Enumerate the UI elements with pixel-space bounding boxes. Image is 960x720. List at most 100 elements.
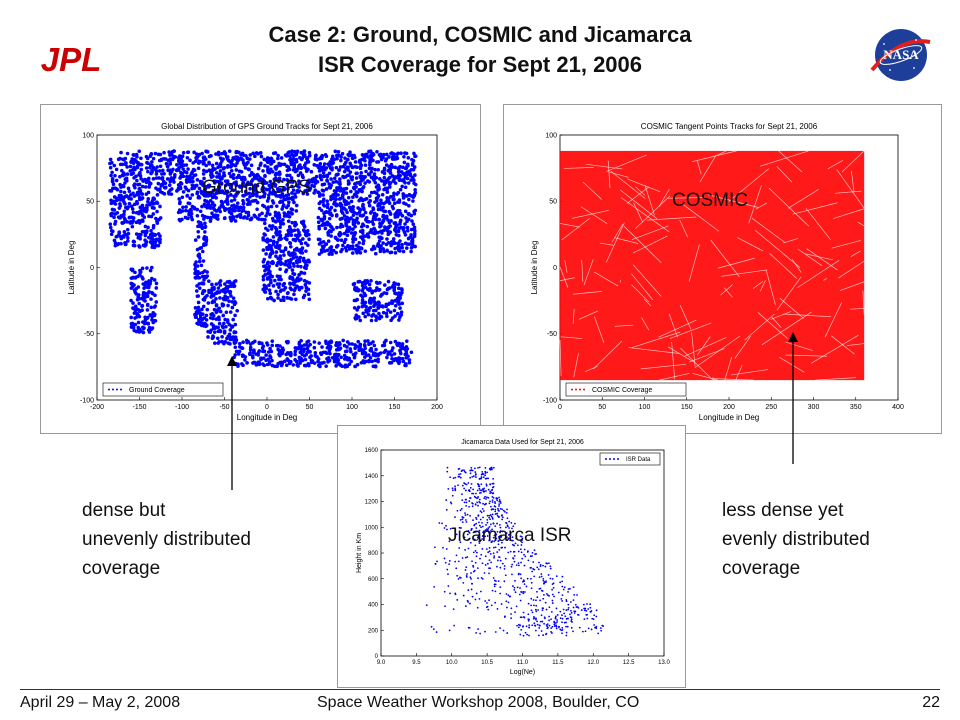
data-point	[480, 477, 483, 479]
data-point	[373, 217, 378, 222]
data-point	[357, 279, 362, 284]
data-point	[357, 198, 361, 203]
data-point	[530, 609, 533, 612]
data-point	[271, 242, 276, 247]
data-point	[549, 565, 552, 568]
data-point	[218, 296, 222, 300]
data-point	[206, 205, 211, 210]
data-point	[282, 162, 287, 167]
data-point	[290, 191, 294, 195]
data-point	[228, 337, 233, 342]
data-point	[412, 227, 417, 231]
data-point	[310, 183, 314, 188]
data-point	[223, 183, 228, 188]
data-point	[587, 608, 590, 610]
data-point	[206, 183, 211, 188]
data-point	[275, 282, 280, 286]
data-point	[405, 228, 410, 233]
data-point	[249, 170, 254, 175]
data-point	[394, 291, 399, 296]
data-point	[381, 228, 386, 233]
data-point	[295, 346, 300, 350]
y-tick-label: 0	[90, 265, 94, 272]
data-point	[302, 271, 307, 275]
data-point	[548, 606, 551, 609]
data-point	[285, 182, 290, 187]
y-tick-label: -50	[547, 331, 557, 338]
data-point	[346, 182, 351, 186]
data-point	[197, 275, 202, 280]
x-tick-label: 200	[431, 404, 443, 411]
data-point	[214, 196, 218, 200]
data-point	[188, 158, 192, 163]
data-point	[494, 601, 497, 604]
data-point	[527, 618, 530, 621]
data-point	[489, 483, 491, 486]
data-point	[334, 179, 338, 184]
data-point	[533, 604, 535, 607]
x-tick-label: 150	[681, 404, 693, 411]
data-point	[176, 187, 180, 192]
data-point	[553, 623, 556, 626]
data-point	[508, 520, 511, 523]
data-point	[344, 248, 349, 253]
data-point	[214, 170, 219, 175]
data-point	[455, 554, 458, 557]
data-point	[246, 182, 250, 186]
data-point	[472, 564, 474, 567]
data-point	[396, 356, 401, 361]
data-point	[273, 219, 278, 224]
y-tick-label: 100	[545, 132, 557, 139]
data-point	[211, 323, 216, 328]
data-point	[454, 592, 457, 595]
data-point	[517, 623, 520, 626]
data-point	[406, 212, 411, 216]
data-point	[531, 551, 534, 554]
data-point	[202, 190, 207, 194]
data-point	[367, 166, 372, 171]
data-point	[214, 188, 219, 192]
data-point	[344, 160, 348, 164]
data-point	[517, 550, 520, 553]
data-point	[367, 282, 372, 287]
data-point	[545, 624, 548, 626]
data-point	[399, 151, 403, 156]
data-point	[363, 210, 368, 215]
data-point	[277, 236, 282, 241]
data-point	[180, 159, 185, 164]
data-point	[460, 507, 463, 510]
data-point	[593, 624, 596, 626]
data-point	[485, 484, 488, 487]
data-point	[511, 563, 514, 566]
data-point	[484, 503, 487, 505]
data-point	[368, 341, 373, 346]
data-point	[139, 167, 144, 172]
data-point	[477, 504, 479, 507]
data-point	[301, 295, 306, 300]
data-point	[154, 300, 159, 304]
data-point	[301, 237, 305, 241]
data-point	[495, 497, 498, 499]
data-point	[158, 234, 162, 238]
data-point	[530, 566, 533, 569]
data-point	[465, 566, 468, 569]
data-point	[338, 201, 343, 206]
data-point	[196, 166, 201, 171]
data-point	[569, 601, 572, 603]
data-point	[519, 548, 522, 551]
legend-marker	[120, 388, 122, 391]
data-point	[374, 230, 379, 235]
data-point	[485, 490, 487, 492]
data-point	[224, 324, 228, 329]
data-point	[296, 173, 301, 178]
data-point	[380, 192, 385, 197]
data-point	[224, 310, 229, 315]
data-point	[319, 352, 324, 357]
data-point	[343, 356, 347, 361]
data-point	[320, 155, 324, 159]
data-point	[488, 550, 491, 553]
data-point	[303, 165, 307, 170]
data-point	[339, 232, 343, 236]
data-point	[304, 259, 309, 264]
data-point	[370, 359, 374, 364]
